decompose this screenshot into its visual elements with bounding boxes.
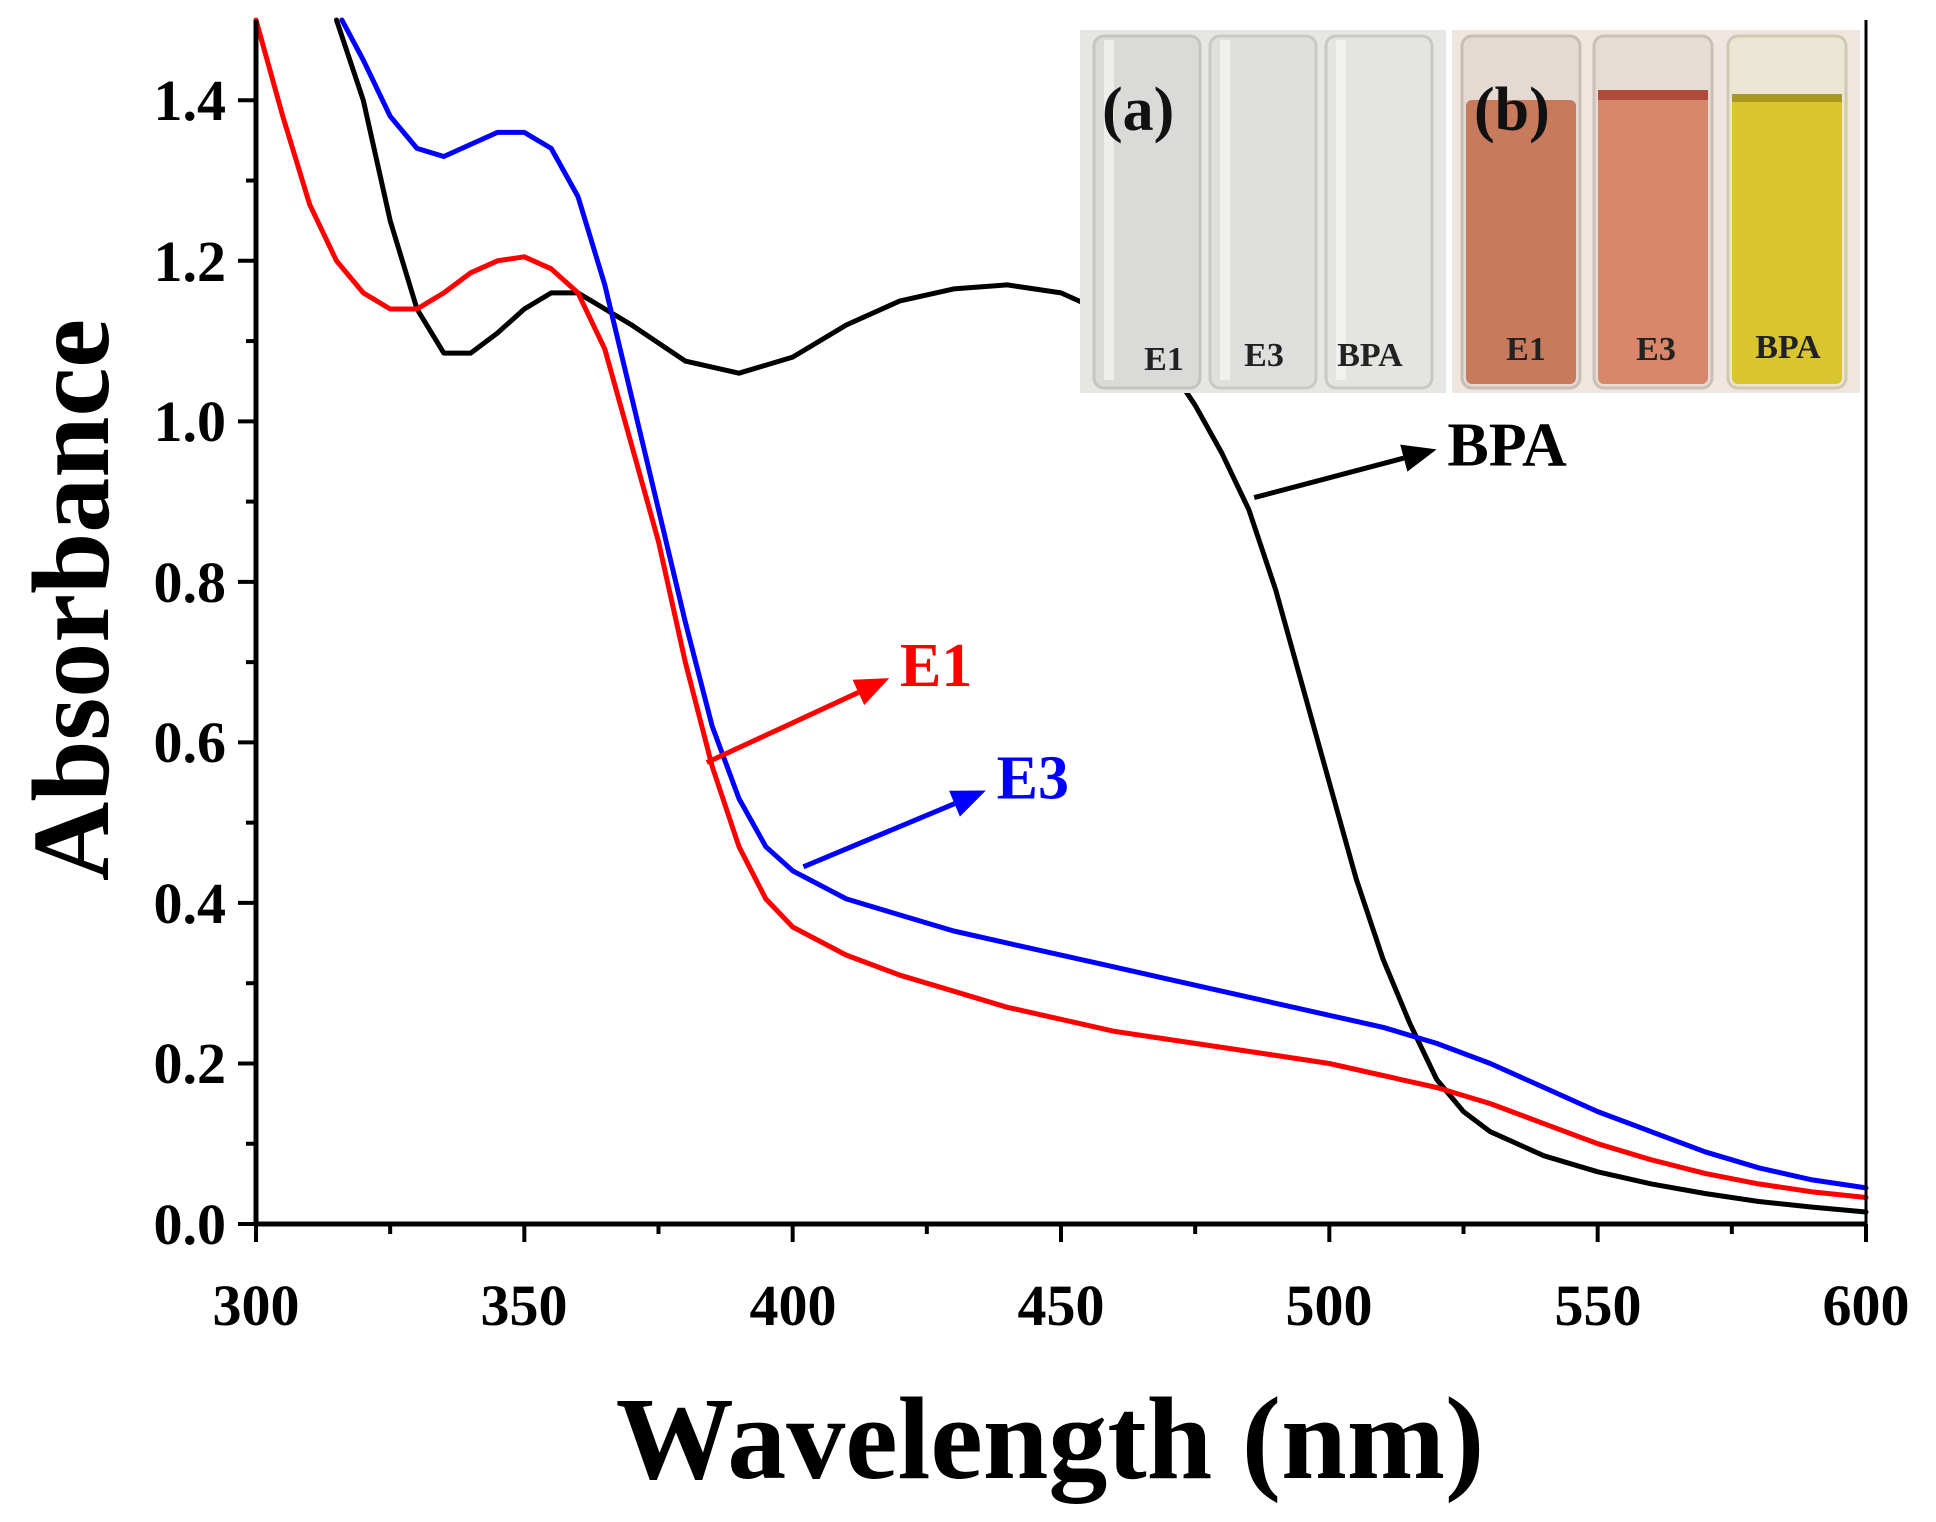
vial-a-e3-glint <box>1220 40 1230 380</box>
inset-photo: (a) E1 E3 BPA (b) E1 E3 BPA <box>1080 30 1860 393</box>
vial-b-bpa-liquid <box>1732 96 1842 384</box>
series-line-e3 <box>339 17 1869 1191</box>
inset-panel-b: (b) E1 E3 BPA <box>1452 30 1860 393</box>
y-tick-label: 1.4 <box>154 68 227 133</box>
x-axis-title: Wavelength (nm) <box>616 1373 1485 1504</box>
y-tick-label: 0.4 <box>154 871 227 936</box>
vial-a-e1-label: E1 <box>1144 341 1184 378</box>
vial-b-bpa-label: BPA <box>1755 329 1821 366</box>
vial-a-e3-label: E3 <box>1244 337 1284 374</box>
annotation-arrowhead-bpa <box>1400 444 1437 472</box>
vial-a-e1-glint <box>1104 40 1114 380</box>
annotation-label-e3: E3 <box>997 745 1069 813</box>
y-tick-label: 0.2 <box>154 1031 227 1096</box>
vial-a-bpa <box>1324 34 1434 390</box>
y-tick-labels: 0.0 0.2 0.4 0.6 0.8 1.0 1.2 1.4 <box>154 68 227 1257</box>
y-tick-label: 1.2 <box>154 229 227 294</box>
annotation-arrow-e3 <box>802 801 956 870</box>
x-tick-labels: 300 350 400 450 500 550 600 <box>213 1273 1910 1338</box>
y-tick-label: 0.6 <box>154 710 227 775</box>
vial-b-e3-label: E3 <box>1636 331 1676 368</box>
annotation-arrowhead-e3 <box>949 790 986 817</box>
vial-a-e1 <box>1092 34 1202 390</box>
series-line-e1 <box>253 17 1869 1200</box>
inset-panel-b-label: (b) <box>1474 76 1550 144</box>
tick-layer <box>238 98 1868 1242</box>
vial-b-e3-liquid <box>1598 92 1708 384</box>
y-tick-label: 0.0 <box>154 1192 227 1257</box>
x-tick-label: 400 <box>750 1273 837 1338</box>
vial-a-e3 <box>1208 34 1318 390</box>
vial-b-e1-liquid <box>1466 100 1576 384</box>
annotation-arrowhead-e1 <box>852 678 890 706</box>
annotation-layer: BPA E1 E3 <box>705 411 1567 870</box>
annotation-arrow-bpa <box>1253 455 1405 501</box>
inset-panel-a: (a) E1 E3 BPA <box>1080 30 1446 393</box>
annotation-label-e1: E1 <box>900 632 972 700</box>
x-tick-label: 350 <box>481 1273 568 1338</box>
vial-b-e3-meniscus <box>1598 90 1708 100</box>
vial-a-bpa-label: BPA <box>1337 337 1403 374</box>
y-axis-title: Absorbance <box>10 319 132 881</box>
vial-b-bpa-meniscus <box>1732 94 1842 102</box>
inset-panel-a-label: (a) <box>1102 76 1174 144</box>
x-tick-label: 450 <box>1018 1273 1105 1338</box>
y-tick-label: 1.0 <box>154 389 227 454</box>
x-tick-label: 500 <box>1286 1273 1373 1338</box>
annotation-label-bpa: BPA <box>1447 411 1567 479</box>
x-tick-label: 300 <box>213 1273 300 1338</box>
vial-b-e1-label: E1 <box>1506 331 1546 368</box>
y-tick-label: 0.8 <box>154 550 227 615</box>
x-tick-label: 550 <box>1555 1273 1642 1338</box>
x-tick-label: 600 <box>1823 1273 1910 1338</box>
vial-a-bpa-glint <box>1336 40 1346 380</box>
annotation-arrow-e1 <box>705 690 860 765</box>
